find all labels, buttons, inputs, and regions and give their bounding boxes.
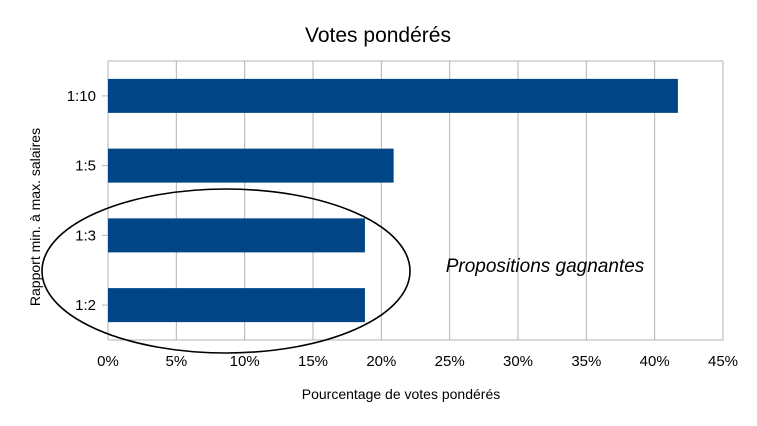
x-tick-label: 5%: [165, 353, 187, 370]
x-tick-label: 25%: [435, 353, 465, 370]
x-tick-label: 0%: [97, 353, 119, 370]
x-tick-label: 10%: [230, 353, 260, 370]
x-tick-label: 20%: [366, 353, 396, 370]
x-tick-label: 45%: [708, 353, 738, 370]
bar-1-2: [108, 288, 365, 323]
x-tick-label: 35%: [571, 353, 601, 370]
y-category-label: 1:3: [75, 227, 96, 244]
y-category-labels: 1:10 1:5 1:3 1:2: [67, 88, 108, 314]
y-axis-label: Rapport min. à max. salaires: [27, 128, 43, 306]
y-category-label: 1:2: [75, 297, 96, 314]
bar-1-3: [108, 218, 365, 253]
x-axis-label: Pourcentage de votes pondérés: [302, 386, 500, 402]
bar-1-5: [108, 148, 394, 183]
y-category-label: 1:5: [75, 158, 96, 175]
bars: [108, 78, 678, 323]
x-tick-label: 30%: [503, 353, 533, 370]
x-tick-label: 15%: [298, 353, 328, 370]
x-tick-label: 40%: [640, 353, 670, 370]
bar-1-10: [108, 78, 678, 113]
annotation-text: Propositions gagnantes: [446, 256, 645, 277]
y-category-label: 1:10: [67, 88, 96, 105]
x-tick-labels: 0% 5% 10% 15% 20% 25% 30% 35% 40% 45%: [97, 353, 738, 370]
highlight-ellipse: [41, 188, 411, 354]
chart-title: Votes pondérés: [305, 24, 451, 47]
